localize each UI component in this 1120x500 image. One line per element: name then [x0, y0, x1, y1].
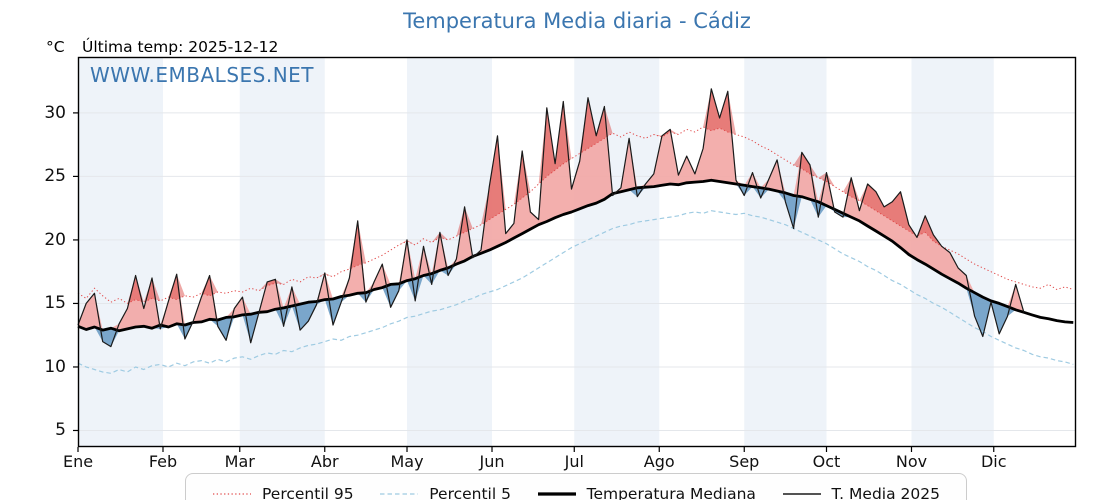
- y-tick-label: 25: [44, 166, 66, 187]
- x-tick-label-feb: Feb: [148, 452, 178, 471]
- legend-item-percentil-5: Percentil 5: [379, 483, 511, 500]
- y-axis-unit-label: °C: [46, 38, 65, 56]
- chart-title: Temperatura Media diaria - Cádiz: [403, 9, 751, 33]
- y-tick-label: 10: [44, 356, 66, 377]
- last-temp-date-label: Última temp: 2025-12-12: [82, 38, 279, 56]
- x-tick-label-sep: Sep: [729, 452, 760, 471]
- y-tick-label: 5: [55, 420, 66, 441]
- temperatura-mediana-line-sample: [537, 492, 576, 496]
- x-tick-label-oct: Oct: [812, 452, 841, 471]
- legend-label: Temperatura Mediana: [586, 485, 756, 500]
- x-tick-label-mar: Mar: [224, 452, 255, 471]
- x-tick-label-nov: Nov: [895, 452, 928, 471]
- x-tick-label-jul: Jul: [564, 452, 584, 471]
- x-tick-label-jun: Jun: [479, 452, 505, 471]
- x-tick-label-ago: Ago: [643, 452, 675, 471]
- percentil-95-line-sample: [213, 493, 251, 495]
- y-tick-label: 15: [44, 293, 66, 314]
- legend-label: Percentil 5: [429, 485, 511, 500]
- x-tick-label-dic: Dic: [980, 452, 1007, 471]
- legend-label: T. Media 2025: [831, 485, 940, 500]
- t-media-2025-line-sample: [782, 493, 821, 495]
- x-tick-label-abr: Abr: [310, 452, 339, 471]
- plot-area: WWW.EMBALSES.NET: [73, 56, 1077, 452]
- legend-item-temperatura-mediana: Temperatura Mediana: [537, 483, 756, 500]
- legend-item-percentil-95: Percentil 95: [212, 483, 354, 500]
- percentil-5-line-sample: [380, 493, 419, 495]
- legend-item-t-media-2025: T. Media 2025: [782, 483, 940, 500]
- y-tick-label: 30: [44, 102, 66, 123]
- y-tick-label: 20: [44, 229, 66, 250]
- chart-legend: Percentil 95 Percentil 5 Temperatura Med…: [185, 473, 967, 500]
- watermark-text: WWW.EMBALSES.NET: [90, 63, 315, 87]
- x-tick-label-ene: Ene: [62, 452, 94, 471]
- legend-label: Percentil 95: [262, 485, 354, 500]
- chart-canvas: [73, 56, 1077, 452]
- x-tick-label-may: May: [390, 452, 424, 471]
